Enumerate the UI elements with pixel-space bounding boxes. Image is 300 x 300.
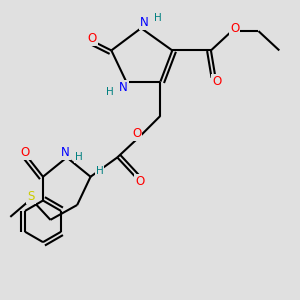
Text: O: O	[135, 175, 144, 188]
Text: S: S	[27, 190, 35, 202]
Text: H: H	[96, 166, 103, 176]
Text: O: O	[87, 32, 97, 45]
Text: H: H	[75, 152, 83, 162]
Text: N: N	[61, 146, 70, 160]
Text: O: O	[132, 127, 141, 140]
Text: N: N	[140, 16, 148, 29]
Text: H: H	[154, 13, 161, 23]
Text: O: O	[230, 22, 239, 34]
Text: H: H	[106, 87, 114, 97]
Text: N: N	[119, 81, 128, 94]
Text: O: O	[212, 75, 221, 88]
Text: O: O	[20, 146, 30, 160]
